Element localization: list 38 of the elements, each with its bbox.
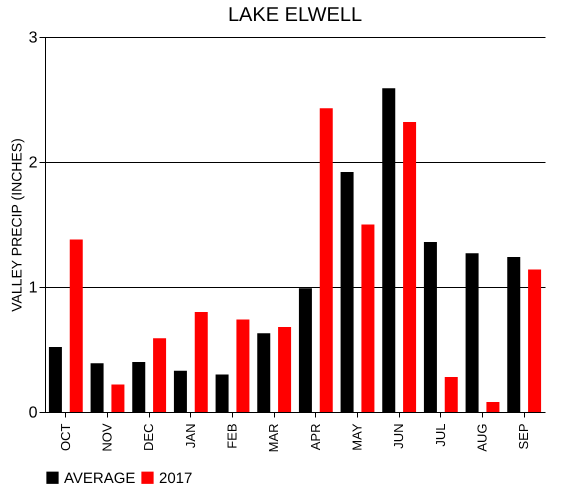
chart-title: LAKE ELWELL [228,4,362,26]
y-tick-label: 1 [28,280,38,296]
x-tick-label: NOV [100,423,114,452]
x-tick-label: JAN [182,424,198,448]
x-tick-label: APR [308,424,323,450]
bar [70,240,83,412]
bar [194,312,208,412]
legend-label: AVERAGE [64,470,136,487]
y-tick-label: 2 [28,154,38,172]
bar [174,370,187,412]
y-tick-label: 0 [28,404,38,422]
bar [444,377,458,412]
x-tick-label: MAY [350,423,364,451]
bar [216,374,229,412]
x-tick-label: DEC [141,424,156,451]
bar [132,362,146,412]
bar [257,333,270,412]
x-tick-label: OCT [58,423,73,451]
bar [278,327,292,412]
bar [486,402,500,412]
legend-label: 2017 [159,470,192,487]
bar [48,347,62,412]
y-axis-title: VALLEY PRECIP (INCHES) [8,138,25,312]
y-tick-label: 3 [28,30,38,46]
bar [111,384,124,412]
bar [90,363,104,412]
x-tick-label: JUL [432,424,448,447]
bar [320,108,333,412]
x-tick-label: JUN [391,424,406,449]
bar [528,270,542,412]
x-tick-label: SEP [516,424,532,450]
x-tick-label: AUG [474,424,490,452]
bar [236,320,250,412]
bar [403,122,416,412]
x-tick-label: FEB [224,424,240,449]
bar [361,224,374,412]
bar [153,338,166,412]
x-tick-label: MAR [266,424,282,452]
